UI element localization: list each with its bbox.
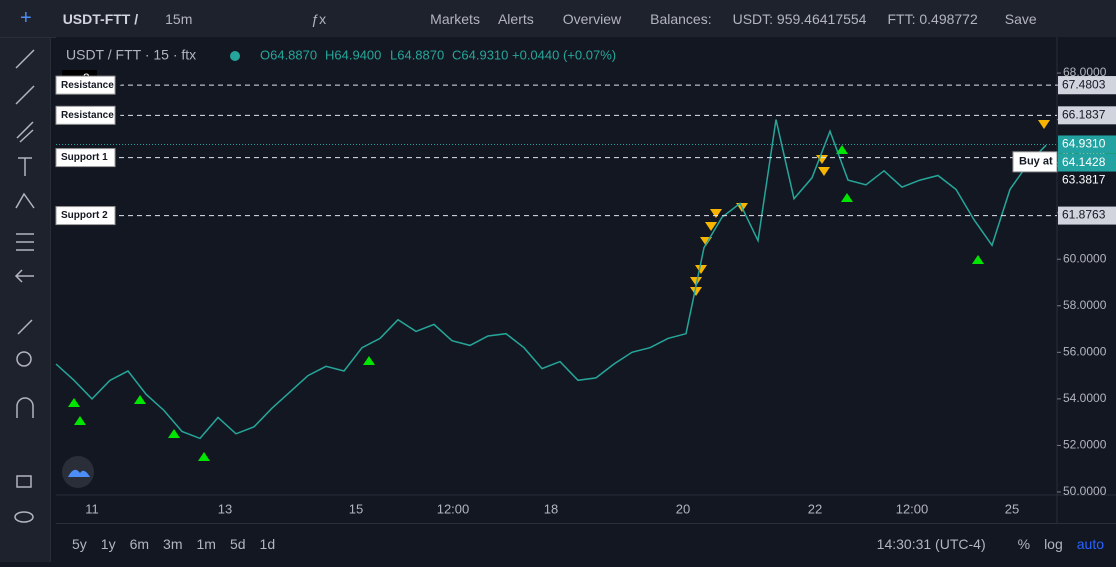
top-toolbar: + USDT-FTT / 15m ƒx Markets Alerts Overv…	[0, 0, 1116, 38]
indicators-icon[interactable]: ƒx	[311, 10, 327, 27]
time-scale-icon	[62, 456, 94, 488]
price-tag-label: 63.3817	[1062, 173, 1106, 187]
legend-symbol: USDT / FTT · 15 · ftx	[66, 47, 196, 63]
y-tick-label: 54.0000	[1063, 391, 1107, 405]
level-box	[55, 75, 116, 95]
price-tag-label: 67.4803	[1062, 77, 1106, 91]
range-button[interactable]: 5y	[72, 535, 87, 552]
legend-high: H64.9400	[325, 47, 381, 62]
y-tick-label: 56.0000	[1063, 345, 1107, 359]
brush-tool[interactable]	[16, 121, 34, 143]
log-toggle[interactable]: log	[1044, 535, 1063, 552]
price-line	[55, 119, 1047, 440]
range-button[interactable]: 1m	[196, 535, 216, 552]
range-button[interactable]: 1y	[100, 535, 116, 552]
magnet-tool[interactable]	[16, 397, 34, 418]
x-tick-label: 15	[349, 501, 363, 516]
level-name: Resistance 1	[61, 110, 123, 121]
clock: 14:30:31 (UTC-4)	[876, 535, 986, 552]
crosshair-icon[interactable]: +	[20, 7, 32, 29]
usdt-balance: USDT: 959.46417554	[732, 10, 867, 27]
fib-tool[interactable]	[15, 85, 35, 105]
bottom-toolbar: 5y 1y 6m 3m 1m 5d 1d 14:30:31 (UTC-4)% log auto	[56, 523, 1116, 563]
x-tick-label: 25	[1005, 501, 1019, 516]
level-name: Support 2	[61, 210, 108, 221]
legend-open: O64.8870	[260, 47, 317, 62]
price-tag	[1058, 171, 1116, 190]
price-tag-label: 64.9310	[1062, 137, 1106, 151]
level-box	[55, 105, 116, 125]
interval[interactable]: 15m	[165, 10, 193, 27]
level-box	[55, 206, 116, 226]
drawing-toolbar	[0, 38, 51, 562]
measure-tool[interactable]	[17, 319, 33, 335]
chart: USDT / FTT · 15 · ftx O64.8870 H64.9400 …	[55, 37, 1116, 523]
annotation-box	[1012, 151, 1058, 173]
level-tag	[1058, 106, 1116, 125]
x-tick-label: 11	[85, 501, 99, 516]
level-box	[55, 148, 116, 168]
legend-close: C64.9310	[452, 47, 508, 62]
tool-icons	[14, 49, 35, 523]
x-tick-label: 13	[218, 501, 232, 516]
overview[interactable]: Overview	[562, 10, 622, 27]
text-tool[interactable]	[18, 157, 32, 176]
range-button[interactable]: 6m	[129, 535, 150, 552]
prediction-tool[interactable]	[16, 233, 34, 251]
balances[interactable]: Balances:	[650, 10, 712, 27]
level-tag	[1058, 206, 1116, 225]
ftt-balance: FTT: 0.498772	[887, 10, 978, 27]
y-tick-label: 52.0000	[1063, 438, 1107, 452]
legend-change: +0.0440 (+0.07%)	[512, 47, 616, 62]
back-tool[interactable]	[14, 269, 34, 283]
trend-line-tool[interactable]	[15, 49, 35, 69]
auto-toggle[interactable]: auto	[1076, 535, 1104, 552]
level-name: Resistance 2	[61, 80, 123, 91]
chart-background	[56, 37, 1116, 523]
price-tag	[1058, 76, 1116, 95]
zoom-tool[interactable]	[16, 351, 32, 367]
x-tick-label: 20	[676, 501, 690, 516]
x-tick-label: 22	[808, 501, 822, 516]
live-dot	[230, 51, 240, 61]
y-tick-label: 68.0000	[1063, 65, 1107, 79]
lock-tool[interactable]	[16, 475, 32, 488]
level-name: Support 1	[61, 152, 108, 163]
annotation: Buy at	[1019, 156, 1053, 168]
range-button[interactable]: 1d	[259, 535, 276, 552]
markets[interactable]: Markets	[430, 10, 480, 27]
level-tag-label: 61.8763	[1062, 208, 1106, 222]
alerts[interactable]: Alerts	[497, 10, 534, 27]
pattern-tool[interactable]	[15, 192, 35, 209]
range-button[interactable]: 5d	[229, 535, 246, 552]
range-button[interactable]: 3m	[163, 535, 183, 552]
symbol[interactable]: USDT-FTT /	[62, 10, 139, 27]
legend-low: L64.8870	[390, 47, 444, 62]
x-tick-label: 12:00	[437, 501, 470, 516]
save[interactable]: Save	[1004, 10, 1037, 27]
visibility-tool[interactable]	[14, 511, 34, 523]
price-tag-label: 64.1428	[1062, 155, 1106, 169]
level-tag-label: 66.1837	[1062, 107, 1106, 121]
price-tag	[1058, 153, 1116, 172]
price-tag	[1058, 135, 1116, 154]
y-tick-label: 50.0000	[1063, 484, 1107, 498]
percent-toggle[interactable]: %	[1017, 535, 1031, 552]
x-tick-label: 12:00	[896, 501, 929, 516]
x-tick-label: 18	[544, 501, 558, 516]
y-tick-label: 58.0000	[1063, 298, 1107, 312]
y-tick-label: 60.0000	[1063, 251, 1107, 265]
